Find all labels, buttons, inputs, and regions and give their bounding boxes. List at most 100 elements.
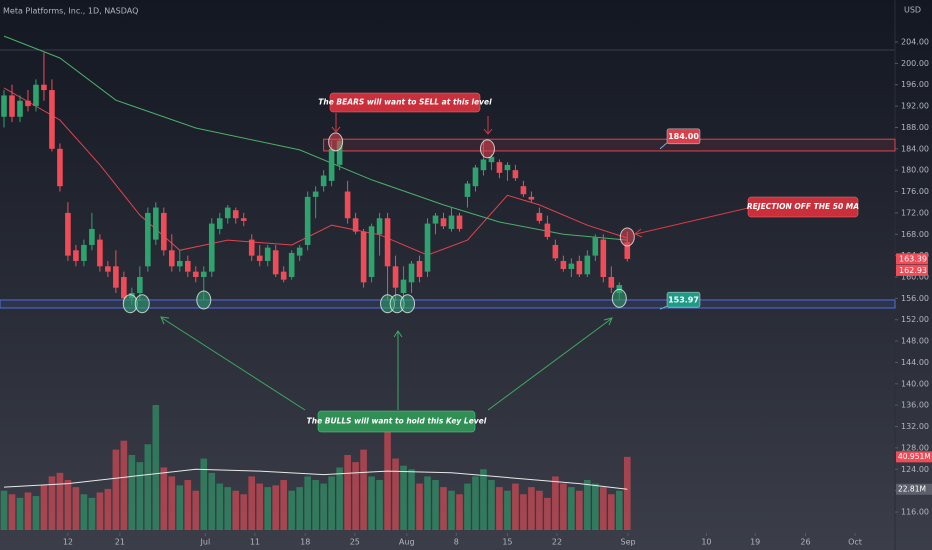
x-tick-label: 8 [454,538,459,547]
candle-body [153,207,159,240]
plot: 116.00120.00124.00128.00132.00136.00140.… [0,35,932,547]
volume-bar [352,462,359,530]
volume-bar [152,404,160,530]
candle-body [392,266,399,288]
y-tick-label: 184.00 [901,144,929,153]
volume-bar [360,449,367,530]
volume-bar [272,485,279,530]
volume-bar [336,467,343,530]
candle-body [576,260,583,275]
candle-body [121,277,127,299]
candle-body [248,239,255,256]
x-tick-label: 10 [701,538,711,547]
price-tag [896,264,928,276]
candle-body [352,218,359,232]
volume-bar [376,479,383,530]
candle-body [1,95,7,117]
candle-body [240,218,247,221]
price-tag-label: 162.93 [899,266,927,275]
candle-body [304,196,311,245]
candle-body [33,84,39,107]
callout-connector [659,142,668,150]
volume-bar [496,487,503,530]
volume-bar [184,479,192,530]
volume-bar [192,490,200,530]
y-tick-label: 168.00 [901,230,929,239]
volume-bar [568,487,575,530]
y-tick-label: 148.00 [901,337,929,346]
volume-bar [616,490,623,530]
volume-bar [88,497,96,530]
candle-body [280,271,287,280]
volume-bar [296,487,303,530]
volume-bar [176,485,184,530]
volume-bar [280,479,287,530]
candle-body [89,228,95,245]
candle-body [400,279,407,294]
y-tick-label: 180.00 [901,166,929,175]
volume-bar [432,479,439,530]
candle-body [312,191,319,197]
marker-circle [479,139,495,159]
volume-tag-label: 40.951M [898,452,931,461]
currency: USD [904,6,921,15]
y-tick-label: 192.00 [901,102,929,111]
volume-bar [440,487,447,530]
x-tick-label: Aug [399,538,415,547]
volume-bar [448,490,455,530]
candle-body [9,95,15,117]
volume-bar [504,490,511,530]
volume-bar [144,444,152,530]
y-tick-label: 188.00 [901,123,929,132]
callout-box [666,291,701,308]
volume-bar [520,494,527,530]
volume-bar [368,476,375,530]
volume-bar [120,440,128,530]
volume-bar [104,488,112,530]
zone [0,299,896,309]
y-tick-label: 152.00 [901,315,929,324]
x-tick-label: 18 [300,538,310,547]
chart-title: Meta Platforms, Inc., 1D, NASDAQ [3,7,138,16]
candle-body [384,218,391,267]
x-tick-label: 11 [250,538,260,547]
volume-bar [552,476,559,530]
candle-body [584,255,591,275]
volume-bar [536,490,543,530]
y-tick-label: 160.00 [901,273,929,282]
marker-circle [611,288,627,308]
candle-body [57,148,63,187]
candle-body [488,156,495,163]
volume-bar [16,497,24,530]
volume-bar [80,494,88,530]
price-tag-label: 163.39 [899,254,927,263]
callout-connector [659,305,668,310]
candle-body [600,239,607,277]
candle-body [161,212,167,251]
volume-bar [136,462,144,530]
candle-body [113,266,119,288]
candle-body [264,247,271,261]
volume-bar [384,419,391,530]
marker-circle [400,294,416,314]
volume-bar [32,496,40,530]
candle-body [416,260,423,277]
candle-body [296,247,303,256]
candle-body [25,100,31,107]
bulls-box [317,410,476,433]
volume-bar [208,472,216,530]
candle-body [472,167,479,187]
candle-body [176,260,183,267]
candle-body [17,100,23,117]
zone [323,138,896,152]
candle-body [216,218,223,229]
volume-tag [896,451,932,463]
volume-bar [584,479,591,530]
volume-bar [112,449,120,530]
volume-bar [128,454,136,530]
candle-body [344,191,351,219]
volume-bar [544,497,551,530]
candle-body [137,277,143,294]
y-tick-label: 200.00 [901,59,929,68]
candle-body [432,215,439,224]
